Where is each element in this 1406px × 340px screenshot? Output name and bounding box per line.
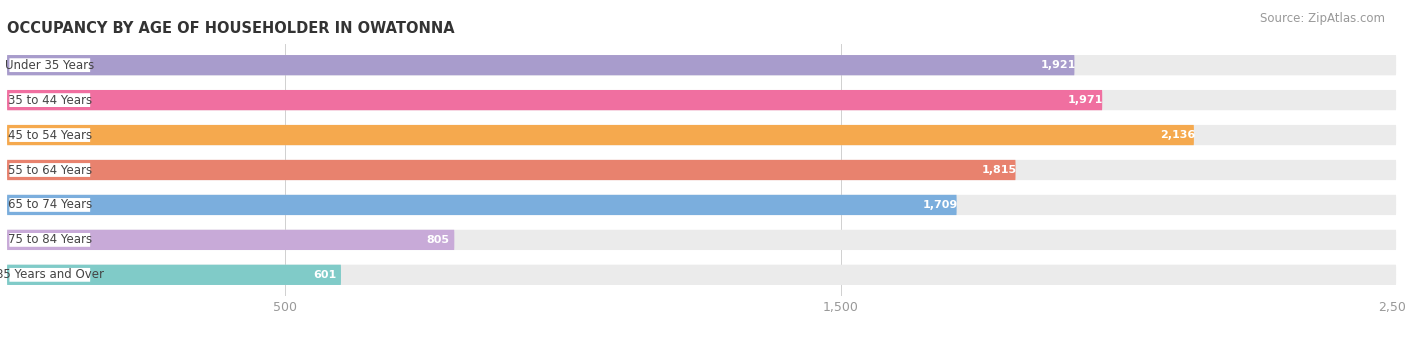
Text: 1,971: 1,971: [1069, 95, 1104, 105]
FancyBboxPatch shape: [1070, 96, 1101, 105]
Text: 1,709: 1,709: [922, 200, 957, 210]
FancyBboxPatch shape: [7, 265, 342, 285]
FancyBboxPatch shape: [7, 125, 1396, 145]
FancyBboxPatch shape: [7, 160, 1396, 180]
FancyBboxPatch shape: [7, 160, 1015, 180]
FancyBboxPatch shape: [7, 55, 1074, 75]
FancyBboxPatch shape: [8, 128, 91, 143]
FancyBboxPatch shape: [8, 57, 91, 73]
Text: OCCUPANCY BY AGE OF HOUSEHOLDER IN OWATONNA: OCCUPANCY BY AGE OF HOUSEHOLDER IN OWATO…: [7, 21, 454, 36]
Text: 55 to 64 Years: 55 to 64 Years: [8, 164, 91, 176]
Text: 1,815: 1,815: [981, 165, 1017, 175]
FancyBboxPatch shape: [8, 267, 91, 283]
Text: Under 35 Years: Under 35 Years: [6, 59, 94, 72]
FancyBboxPatch shape: [7, 230, 1396, 250]
Text: Source: ZipAtlas.com: Source: ZipAtlas.com: [1260, 12, 1385, 25]
Text: 601: 601: [314, 270, 336, 280]
Text: 1,921: 1,921: [1040, 60, 1076, 70]
FancyBboxPatch shape: [7, 195, 1396, 215]
FancyBboxPatch shape: [7, 55, 1396, 75]
FancyBboxPatch shape: [309, 270, 340, 279]
FancyBboxPatch shape: [1163, 131, 1192, 140]
FancyBboxPatch shape: [7, 195, 956, 215]
Text: 65 to 74 Years: 65 to 74 Years: [7, 199, 91, 211]
FancyBboxPatch shape: [7, 90, 1396, 110]
FancyBboxPatch shape: [423, 235, 453, 244]
FancyBboxPatch shape: [7, 125, 1194, 145]
Text: 35 to 44 Years: 35 to 44 Years: [8, 94, 91, 107]
Text: 2,136: 2,136: [1160, 130, 1195, 140]
FancyBboxPatch shape: [8, 92, 91, 108]
Text: 85 Years and Over: 85 Years and Over: [0, 268, 104, 281]
FancyBboxPatch shape: [8, 232, 91, 248]
FancyBboxPatch shape: [7, 90, 1102, 110]
FancyBboxPatch shape: [8, 163, 91, 177]
FancyBboxPatch shape: [984, 166, 1014, 174]
Text: 75 to 84 Years: 75 to 84 Years: [8, 233, 91, 246]
Text: 45 to 54 Years: 45 to 54 Years: [8, 129, 91, 141]
FancyBboxPatch shape: [7, 265, 1396, 285]
FancyBboxPatch shape: [8, 197, 91, 212]
FancyBboxPatch shape: [925, 200, 956, 209]
FancyBboxPatch shape: [1043, 61, 1073, 70]
Text: 805: 805: [426, 235, 450, 245]
FancyBboxPatch shape: [7, 230, 454, 250]
